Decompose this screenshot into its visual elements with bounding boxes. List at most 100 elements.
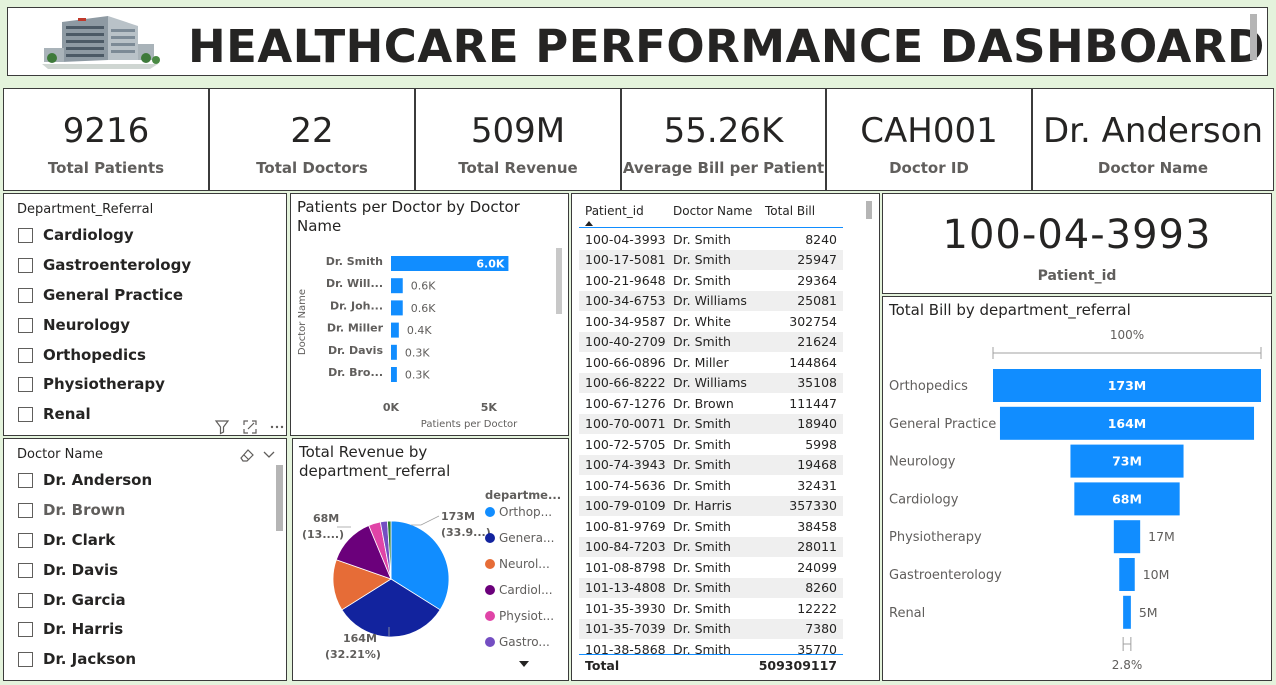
legend-entry: Gastro... (499, 635, 550, 649)
table-row[interactable]: 101-13-4808 Dr. Smith 8260 (579, 577, 843, 598)
slicer-item-dr-brown[interactable]: Dr. Brown (18, 499, 125, 521)
scrollbar[interactable] (866, 201, 872, 219)
bar (391, 300, 403, 316)
slicer-item-dr-harris[interactable]: Dr. Harris (18, 618, 123, 640)
cell-patient-id: 100-66-0896 (585, 354, 666, 370)
funnel-bar (1119, 558, 1135, 591)
table-row[interactable]: 101-35-7039 Dr. Smith 7380 (579, 618, 843, 639)
chevron-down-icon[interactable] (262, 447, 276, 461)
slicer-item-dr-garcia[interactable]: Dr. Garcia (18, 589, 126, 611)
scrollbar[interactable] (1250, 14, 1257, 60)
slicer-item-neurology[interactable]: Neurology (18, 314, 130, 336)
cell-total-bill: 12222 (797, 600, 837, 616)
scrollbar[interactable] (556, 248, 562, 314)
table-row[interactable]: 100-72-5705 Dr. Smith 5998 (579, 434, 843, 455)
cell-doctor-name: Dr. Smith (673, 334, 731, 350)
slicer-item-renal[interactable]: Renal (18, 403, 91, 425)
cell-patient-id: 101-35-3930 (585, 600, 666, 616)
checkbox[interactable] (18, 592, 33, 608)
page-title: HEALTHCARE PERFORMANCE DASHBOARD (188, 20, 1265, 73)
cell-patient-id: 100-84-7203 (585, 539, 666, 555)
table-row[interactable]: 100-40-2709 Dr. Smith 21624 (579, 331, 843, 352)
chart-title: Total Revenue by department_referral (299, 443, 451, 480)
checkbox[interactable] (18, 317, 33, 333)
kpi-doctor-id: CAH001 Doctor ID (826, 88, 1032, 191)
eraser-icon[interactable] (238, 446, 256, 464)
table-row[interactable]: 101-08-8798 Dr. Smith 24099 (579, 557, 843, 578)
column-header-patient-id[interactable]: Patient_id (585, 204, 644, 218)
category-label: Dr. Will... (326, 277, 383, 290)
leader-line (411, 515, 440, 526)
data-label: 6.0K (476, 258, 504, 271)
slicer-item-physiotherapy[interactable]: Physiotherapy (18, 373, 165, 395)
table-row[interactable]: 100-66-0896 Dr. Miller 144864 (579, 352, 843, 373)
checkbox[interactable] (18, 532, 33, 548)
table-row[interactable]: 100-17-5081 Dr. Smith 25947 (579, 249, 843, 270)
cell-patient-id: 101-08-8798 (585, 559, 666, 575)
slicer-item-orthopedics[interactable]: Orthopedics (18, 344, 146, 366)
total-bill-funnel-chart: Total Bill by department_referral 100% Or… (882, 296, 1272, 681)
column-header-doctor-name[interactable]: Doctor Name (673, 204, 753, 218)
table-row[interactable]: 100-04-3993 Dr. Smith 8240 (579, 229, 843, 250)
checkbox[interactable] (18, 257, 33, 273)
table-row[interactable]: 100-34-6753 Dr. Williams 25081 (579, 290, 843, 311)
table-row[interactable]: 100-74-3943 Dr. Smith 19468 (579, 454, 843, 475)
table-row[interactable]: 100-34-9587 Dr. White 302754 (579, 311, 843, 332)
kpi-label: Total Revenue (458, 159, 578, 177)
table-row[interactable]: 100-81-9769 Dr. Smith 38458 (579, 516, 843, 537)
sort-ascending-icon[interactable] (584, 220, 594, 226)
slicer-item-dr-anderson[interactable]: Dr. Anderson (18, 469, 152, 491)
y-axis-label: Doctor Name (297, 289, 308, 355)
slicer-item-cardiology[interactable]: Cardiology (18, 224, 134, 246)
pie-slice (341, 578, 441, 638)
slicer-item-general-practice[interactable]: General Practice (18, 284, 183, 306)
table-row[interactable]: 100-66-8222 Dr. Williams 35108 (579, 372, 843, 393)
checkbox[interactable] (18, 227, 33, 243)
checkbox[interactable] (18, 472, 33, 488)
cell-patient-id: 100-74-5636 (585, 477, 666, 493)
table-row[interactable]: 101-35-3930 Dr. Smith 12222 (579, 598, 843, 619)
more-options-icon[interactable] (269, 419, 285, 435)
cell-patient-id: 100-21-9648 (585, 272, 666, 288)
checkbox[interactable] (18, 562, 33, 578)
slicer-item-dr-jackson[interactable]: Dr. Jackson (18, 648, 136, 670)
cell-doctor-name: Dr. Smith (673, 539, 731, 555)
checkbox[interactable] (18, 287, 33, 303)
checkbox[interactable] (18, 621, 33, 637)
checkbox[interactable] (18, 347, 33, 363)
category-label: Dr. Smith (326, 255, 383, 268)
table-row[interactable]: 100-67-1276 Dr. Brown 111447 (579, 393, 843, 414)
slicer-item-label: Dr. Anderson (43, 471, 153, 489)
cell-doctor-name: Dr. Miller (673, 354, 729, 370)
funnel-bar (993, 369, 1261, 402)
table-row[interactable]: 100-21-9648 Dr. Smith 29364 (579, 270, 843, 291)
cell-doctor-name: Dr. Smith (673, 416, 731, 432)
patient-id-card: 100-04-3993 Patient_id (882, 193, 1272, 294)
slicer-item-label: Gastroenterology (43, 256, 192, 274)
slicer-item-label: Dr. Davis (43, 561, 119, 579)
bar (391, 367, 397, 382)
filter-icon[interactable] (214, 419, 230, 435)
slicer-item-label: Renal (43, 405, 91, 423)
data-label: 68M (1112, 491, 1142, 506)
cell-total-bill: 38458 (797, 518, 837, 534)
slicer-item-dr-davis[interactable]: Dr. Davis (18, 559, 118, 581)
table-row[interactable]: 100-70-0071 Dr. Smith 18940 (579, 413, 843, 434)
table-row[interactable]: 101-38-5868 Dr. Smith 35770 (579, 639, 843, 660)
slicer-item-dr-clark[interactable]: Dr. Clark (18, 529, 115, 551)
scrollbar[interactable] (276, 465, 283, 531)
focus-mode-icon[interactable] (242, 419, 258, 435)
checkbox[interactable] (18, 651, 33, 667)
table-row[interactable]: 100-84-7203 Dr. Smith 28011 (579, 536, 843, 557)
column-header-total-bill[interactable]: Total Bill (765, 204, 816, 218)
table-row[interactable]: 100-74-5636 Dr. Smith 32431 (579, 475, 843, 496)
checkbox[interactable] (18, 406, 33, 422)
table-row[interactable]: 100-79-0109 Dr. Harris 357330 (579, 495, 843, 516)
cell-doctor-name: Dr. Smith (673, 457, 731, 473)
checkbox[interactable] (18, 376, 33, 392)
kpi-total-revenue: 509M Total Revenue (415, 88, 621, 191)
pie-slice (332, 559, 392, 611)
slicer-title: Doctor Name (17, 447, 103, 462)
checkbox[interactable] (18, 502, 33, 518)
slicer-item-gastroenterology[interactable]: Gastroenterology (18, 254, 191, 276)
